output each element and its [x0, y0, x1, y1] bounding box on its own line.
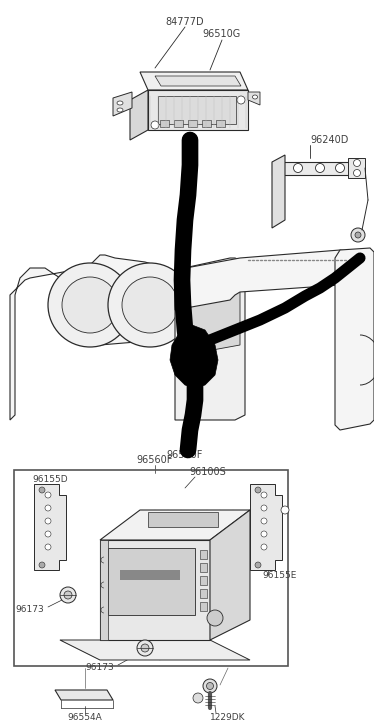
- Circle shape: [141, 644, 149, 652]
- Polygon shape: [100, 510, 250, 540]
- Polygon shape: [272, 162, 350, 175]
- Ellipse shape: [117, 101, 123, 105]
- Polygon shape: [140, 72, 248, 90]
- Circle shape: [261, 518, 267, 524]
- Polygon shape: [34, 484, 66, 570]
- Text: 96554A: 96554A: [68, 713, 102, 723]
- Polygon shape: [155, 76, 241, 86]
- Polygon shape: [210, 510, 250, 640]
- Polygon shape: [170, 325, 218, 388]
- Text: 96100S: 96100S: [190, 467, 226, 477]
- Text: 96560F: 96560F: [137, 455, 173, 465]
- Polygon shape: [10, 255, 182, 420]
- Circle shape: [261, 544, 267, 550]
- Polygon shape: [185, 275, 240, 355]
- Text: 96155D: 96155D: [32, 475, 68, 484]
- Circle shape: [151, 121, 159, 129]
- Polygon shape: [60, 640, 250, 660]
- Bar: [188, 120, 197, 127]
- Polygon shape: [175, 258, 245, 420]
- Circle shape: [137, 640, 153, 656]
- Circle shape: [45, 544, 51, 550]
- Circle shape: [261, 505, 267, 511]
- Circle shape: [255, 562, 261, 568]
- Circle shape: [108, 263, 192, 347]
- Circle shape: [355, 232, 361, 238]
- Text: 96240D: 96240D: [311, 135, 349, 145]
- Circle shape: [60, 587, 76, 603]
- Circle shape: [39, 487, 45, 493]
- Circle shape: [39, 562, 45, 568]
- Bar: [200, 550, 207, 559]
- Circle shape: [261, 492, 267, 498]
- Circle shape: [48, 263, 132, 347]
- Bar: [216, 120, 225, 127]
- Bar: [158, 96, 236, 124]
- Polygon shape: [113, 92, 132, 116]
- Ellipse shape: [117, 108, 123, 112]
- Bar: [200, 576, 207, 585]
- Bar: [200, 589, 207, 598]
- Ellipse shape: [252, 95, 258, 99]
- Circle shape: [335, 164, 344, 172]
- Circle shape: [64, 591, 72, 599]
- Polygon shape: [348, 158, 365, 178]
- Text: 84777D: 84777D: [166, 17, 204, 27]
- Polygon shape: [130, 90, 148, 140]
- Circle shape: [353, 169, 361, 177]
- Polygon shape: [148, 90, 248, 130]
- Circle shape: [237, 96, 245, 104]
- Polygon shape: [272, 155, 285, 228]
- Polygon shape: [100, 540, 210, 640]
- Polygon shape: [335, 248, 374, 430]
- Text: 96155E: 96155E: [263, 571, 297, 579]
- Circle shape: [353, 159, 361, 166]
- Circle shape: [294, 164, 303, 172]
- Bar: [148, 512, 218, 527]
- Text: 96510G: 96510G: [203, 29, 241, 39]
- Circle shape: [351, 228, 365, 242]
- Circle shape: [193, 693, 203, 703]
- Circle shape: [62, 277, 118, 333]
- Circle shape: [261, 531, 267, 537]
- Bar: [120, 570, 180, 580]
- Circle shape: [45, 505, 51, 511]
- Circle shape: [122, 277, 178, 333]
- Bar: [14, 470, 288, 666]
- Bar: [200, 602, 207, 611]
- Circle shape: [45, 492, 51, 498]
- Circle shape: [45, 531, 51, 537]
- Circle shape: [206, 683, 214, 689]
- Circle shape: [316, 164, 325, 172]
- Circle shape: [45, 518, 51, 524]
- Bar: [202, 120, 211, 127]
- Bar: [174, 120, 183, 127]
- Circle shape: [281, 506, 289, 514]
- Text: 1229DK: 1229DK: [210, 713, 246, 723]
- Polygon shape: [250, 484, 282, 570]
- Bar: [160, 120, 169, 127]
- Bar: [100, 540, 108, 640]
- Polygon shape: [248, 92, 260, 105]
- Text: 96173: 96173: [16, 606, 45, 614]
- Bar: [200, 563, 207, 572]
- Text: 96560F: 96560F: [167, 450, 203, 460]
- Polygon shape: [55, 690, 113, 700]
- Circle shape: [255, 487, 261, 493]
- Circle shape: [203, 679, 217, 693]
- Text: 96173: 96173: [86, 664, 114, 672]
- Circle shape: [207, 610, 223, 626]
- Polygon shape: [175, 250, 365, 310]
- Polygon shape: [108, 548, 195, 615]
